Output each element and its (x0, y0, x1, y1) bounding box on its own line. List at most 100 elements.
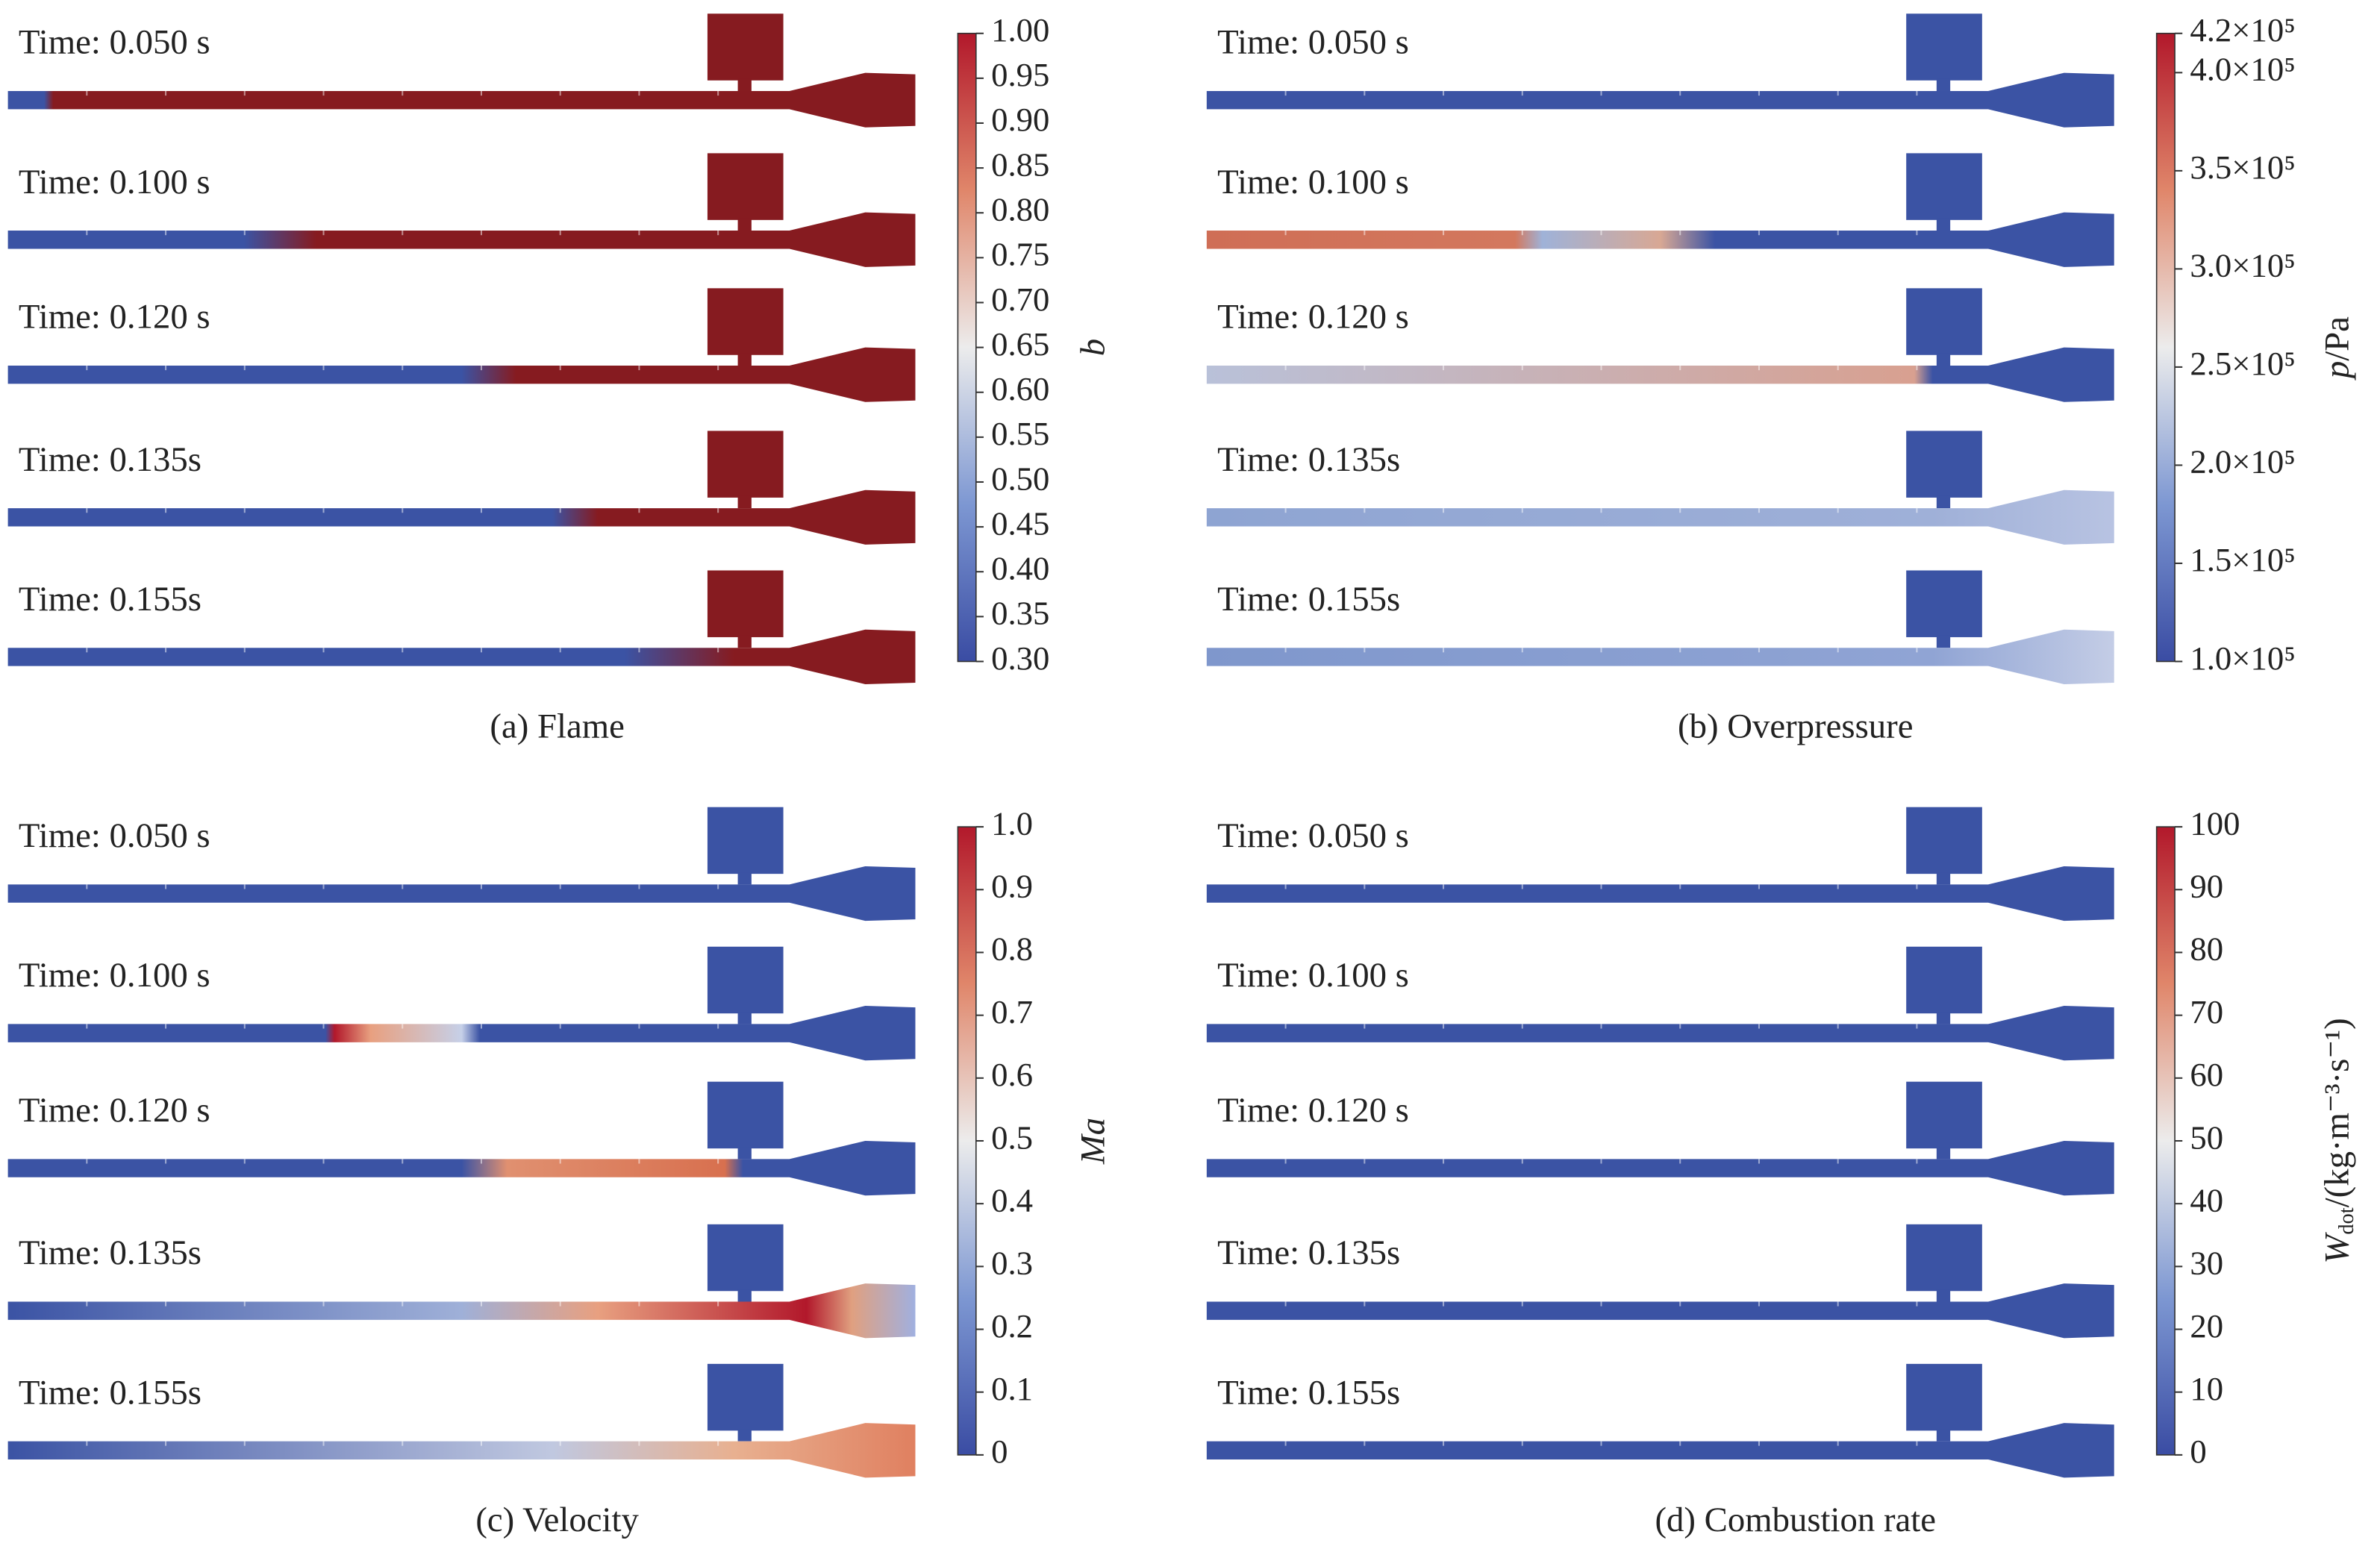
colorbar-tick-label: 0.40 (991, 550, 1049, 587)
colorbar-tick-label: 70 (2190, 993, 2223, 1030)
duct (7, 1140, 916, 1196)
colorbar-tick-label: 0.5 (991, 1118, 1033, 1156)
colorbar-tick-label: 1.5×10⁵ (2190, 541, 2295, 578)
connector (1936, 1147, 1951, 1160)
colorbar (957, 826, 977, 1456)
chamber (707, 807, 784, 874)
time-label: Time: 0.100 s (19, 163, 210, 201)
chamber (707, 288, 784, 355)
colorbar-tick-label: 0.1 (991, 1370, 1033, 1407)
duct (7, 347, 916, 402)
duct (1206, 72, 2114, 128)
colorbar-tick-label: 10 (2190, 1370, 2223, 1407)
colorbar-tick-label: 0.90 (991, 101, 1049, 138)
colorbar-tick-label: 0.2 (991, 1307, 1033, 1345)
colorbar-tick-label: 0.65 (991, 325, 1049, 363)
colorbar-tick-label: 0.35 (991, 595, 1049, 632)
chamber (707, 946, 784, 1014)
chamber (1906, 288, 1982, 355)
chamber (707, 1081, 784, 1149)
chamber (707, 431, 784, 498)
time-label: Time: 0.135s (19, 1233, 202, 1272)
chamber (1906, 431, 1982, 498)
chamber (1906, 13, 1982, 81)
duct (7, 72, 916, 128)
connector (1936, 1429, 1951, 1442)
colorbar-tick-label: 0.85 (991, 146, 1049, 183)
duct (7, 489, 916, 545)
time-label: Time: 0.135s (1217, 1233, 1400, 1272)
chamber (1906, 1081, 1982, 1149)
label-symbol: p (2317, 361, 2356, 381)
colorbar-tick-label: 0.3 (991, 1245, 1033, 1282)
caption: (c) Velocity (475, 1501, 639, 1539)
duct (7, 1423, 916, 1478)
chamber (1906, 1224, 1982, 1292)
colorbar-tick-label: 2.5×10⁵ (2190, 345, 2295, 382)
connector (737, 1429, 752, 1442)
colorbar-tick-label: 1.00 (991, 11, 1049, 48)
colorbar-tick-label: 0 (2190, 1433, 2206, 1470)
label-symbol: Ma (1073, 1118, 1112, 1165)
label-unit: /Pa (2317, 316, 2356, 361)
colorbar-tick-label: 0.55 (991, 415, 1049, 452)
label-unit: /(kg·m⁻³·s⁻¹) (2317, 1018, 2356, 1207)
connector (737, 1147, 752, 1160)
duct (1206, 1423, 2114, 1478)
time-label: Time: 0.120 s (1217, 1091, 1409, 1130)
time-label: Time: 0.155s (19, 1373, 202, 1412)
time-label: Time: 0.155s (1217, 580, 1400, 619)
panel: Time: 0.050 s Time: 0.100 s Time: 0.120 s T… (1206, 11, 2356, 746)
colorbar (2155, 826, 2176, 1456)
duct (7, 866, 916, 922)
connector (1936, 1012, 1951, 1024)
time-label: Time: 0.050 s (19, 23, 210, 62)
colorbar-tick-label: 20 (2190, 1307, 2223, 1345)
time-label: Time: 0.100 s (1217, 956, 1409, 995)
chamber (707, 1363, 784, 1431)
connector (737, 1289, 752, 1302)
colorbar-tick-label: 60 (2190, 1056, 2223, 1093)
colorbar-tick-label: 1.0 (991, 804, 1033, 842)
caption: (b) Overpressure (1678, 707, 1913, 746)
time-label: Time: 0.100 s (19, 956, 210, 995)
connector (737, 635, 752, 648)
chamber (1906, 807, 1982, 874)
chamber (707, 1224, 784, 1292)
time-label: Time: 0.050 s (1217, 23, 1409, 62)
time-label: Time: 0.155s (1217, 1373, 1400, 1412)
connector (1936, 1289, 1951, 1302)
colorbar-tick-label: 2.0×10⁵ (2190, 443, 2295, 481)
colorbar-label: p/Pa (2317, 316, 2356, 381)
time-label: Time: 0.050 s (1217, 816, 1409, 855)
label-subscript: dot (2334, 1207, 2358, 1234)
duct (1206, 1006, 2114, 1061)
chamber (707, 570, 784, 637)
colorbar (957, 32, 977, 663)
colorbar-tick-label: 30 (2190, 1245, 2223, 1282)
caption: (a) Flame (490, 707, 624, 746)
duct (7, 1006, 916, 1061)
panel: Time: 0.050 s Time: 0.100 s Time: 0.120 s T… (1206, 804, 2358, 1539)
duct (1206, 212, 2114, 267)
colorbar-tick-label: 4.2×10⁵ (2190, 11, 2295, 48)
caption: (d) Combustion rate (1655, 1501, 1936, 1539)
chamber (1906, 946, 1982, 1014)
colorbar-tick-label: 0.45 (991, 504, 1049, 542)
connector (737, 872, 752, 885)
colorbar-tick-label: 4.0×10⁵ (2190, 51, 2295, 88)
colorbar-tick-label: 100 (2190, 804, 2240, 842)
time-label: Time: 0.050 s (19, 816, 210, 855)
duct (7, 1283, 916, 1339)
label-symbol: W (2317, 1232, 2356, 1264)
time-label: Time: 0.120 s (19, 1091, 210, 1130)
connector (737, 495, 752, 509)
colorbar-tick-label: 0.4 (991, 1181, 1033, 1218)
colorbar-label: Ma (1073, 1118, 1112, 1165)
duct (1206, 347, 2114, 402)
colorbar-tick-label: 3.0×10⁵ (2190, 247, 2295, 284)
label-symbol: b (1073, 339, 1112, 356)
colorbar-tick-label: 0.95 (991, 56, 1049, 93)
chamber (1906, 153, 1982, 220)
